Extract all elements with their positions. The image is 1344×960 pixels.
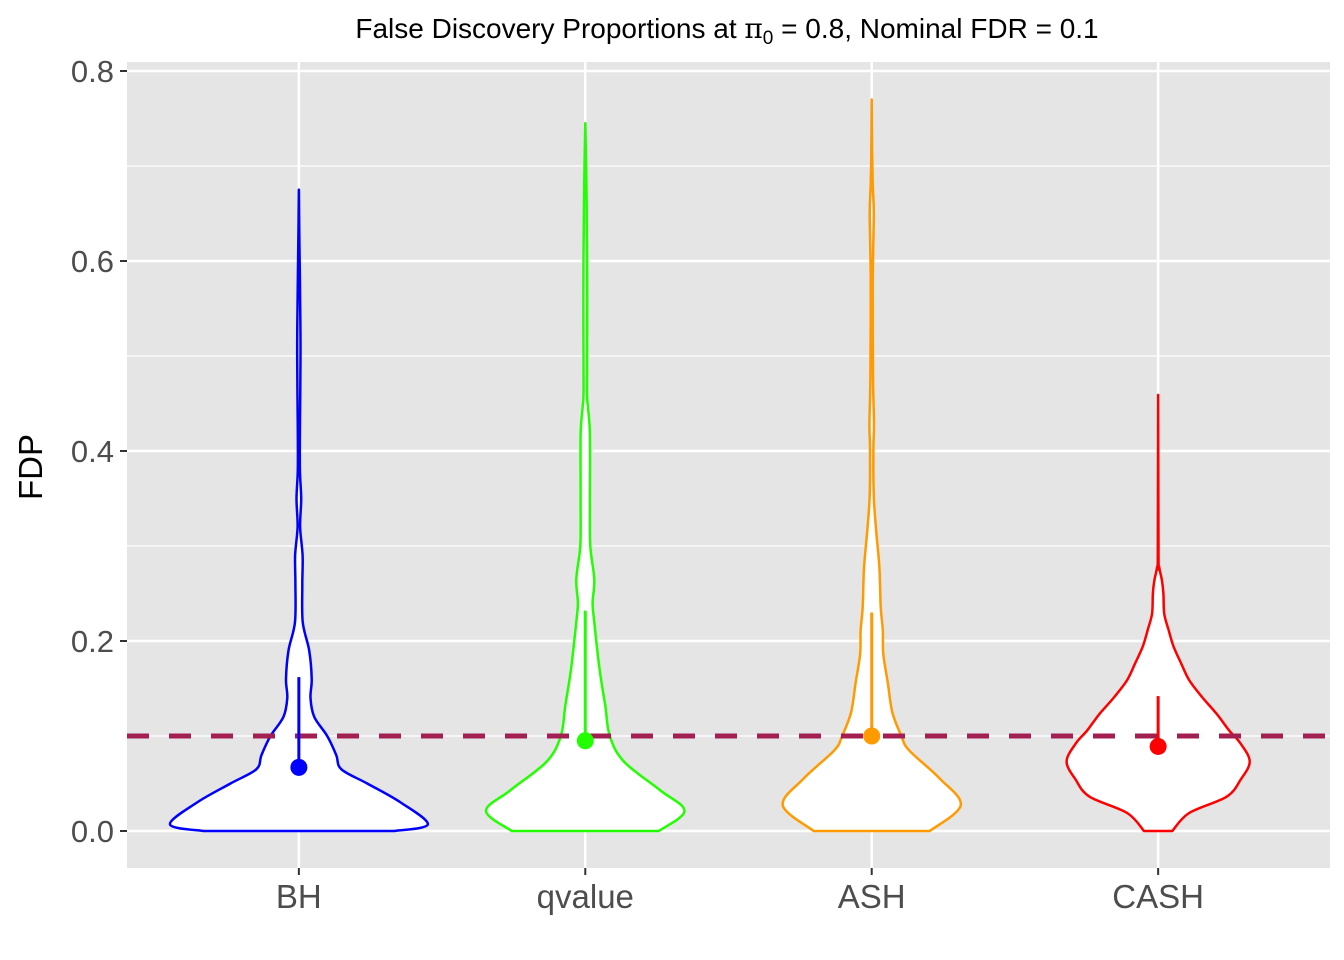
violin-bh [168, 188, 430, 833]
x-axis: BH qvalue ASH CASH [276, 868, 1204, 915]
summary-points [290, 610, 1167, 776]
y-axis-label: FDP [12, 434, 49, 500]
y-tick-label: 0.0 [71, 814, 114, 849]
x-tick-label: qvalue [537, 878, 634, 915]
violin-qvalue [484, 122, 686, 833]
y-tick-label: 0.6 [71, 244, 114, 279]
summary-point-qvalue [576, 732, 594, 750]
y-tick-label: 0.4 [71, 434, 114, 469]
violin-cash [1065, 393, 1251, 833]
x-tick-label: ASH [838, 878, 906, 915]
chart-title: False Discovery Proportions at π0 = 0.8,… [355, 12, 1098, 49]
x-tick-label: BH [276, 878, 322, 915]
y-tick-label: 0.2 [71, 624, 114, 659]
y-axis: 0.0 0.2 0.4 0.6 0.8 [71, 54, 127, 849]
x-tick-label: CASH [1112, 878, 1204, 915]
violins [168, 98, 1251, 833]
summary-point-ash [863, 727, 881, 745]
summary-point-cash [1149, 737, 1167, 755]
summary-point-bh [290, 758, 308, 776]
violin-ash [781, 98, 962, 833]
y-tick-label: 0.8 [71, 54, 114, 89]
